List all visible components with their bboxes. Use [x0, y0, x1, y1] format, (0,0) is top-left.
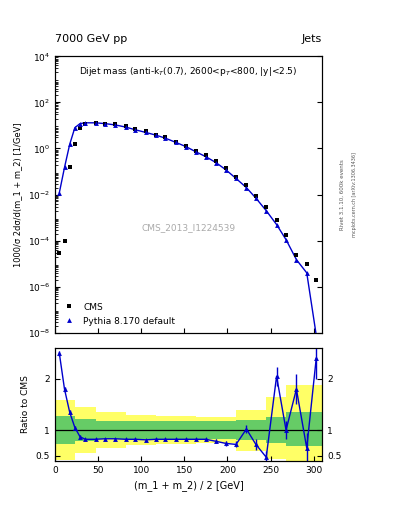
CMS	[133, 126, 138, 132]
Pythia 8.170 default	[173, 139, 178, 145]
Pythia 8.170 default	[294, 257, 299, 263]
CMS	[294, 251, 299, 258]
CMS	[93, 120, 98, 126]
CMS	[83, 121, 88, 127]
Pythia 8.170 default	[274, 222, 279, 228]
Pythia 8.170 default	[93, 120, 98, 126]
Bar	[286, 385, 322, 463]
Legend: CMS, Pythia 8.170 default: CMS, Pythia 8.170 default	[59, 300, 178, 328]
Text: CMS_2013_I1224539: CMS_2013_I1224539	[141, 223, 236, 232]
Pythia 8.170 default	[103, 120, 107, 126]
Bar	[156, 421, 196, 439]
CMS	[184, 143, 188, 149]
CMS	[57, 250, 62, 256]
CMS	[193, 147, 198, 154]
CMS	[214, 158, 219, 164]
CMS	[163, 135, 168, 141]
Bar	[156, 416, 196, 444]
CMS	[72, 141, 77, 147]
CMS	[78, 124, 83, 131]
CMS	[223, 165, 228, 171]
Bar	[196, 417, 236, 443]
Pythia 8.170 default	[214, 160, 219, 166]
Line: CMS: CMS	[57, 120, 319, 282]
Pythia 8.170 default	[163, 135, 168, 141]
CMS	[62, 238, 67, 244]
Pythia 8.170 default	[234, 176, 239, 182]
Bar	[126, 421, 156, 439]
Bar	[196, 421, 236, 439]
Pythia 8.170 default	[83, 120, 88, 126]
Y-axis label: Ratio to CMS: Ratio to CMS	[21, 375, 30, 434]
Pythia 8.170 default	[113, 122, 118, 128]
Text: Jets: Jets	[302, 33, 322, 44]
CMS	[305, 261, 309, 267]
Pythia 8.170 default	[143, 130, 148, 136]
Bar	[266, 397, 286, 459]
Pythia 8.170 default	[314, 332, 319, 338]
Text: 7000 GeV pp: 7000 GeV pp	[55, 33, 127, 44]
Pythia 8.170 default	[184, 143, 188, 150]
Pythia 8.170 default	[284, 237, 288, 243]
Pythia 8.170 default	[253, 195, 258, 201]
CMS	[284, 232, 288, 238]
Pythia 8.170 default	[57, 189, 62, 196]
CMS	[244, 182, 249, 188]
Y-axis label: 1000/σ 2dσ/d(m_1 + m_2) [1/GeV]: 1000/σ 2dσ/d(m_1 + m_2) [1/GeV]	[13, 122, 22, 267]
Pythia 8.170 default	[133, 126, 138, 133]
CMS	[274, 217, 279, 223]
Bar	[266, 417, 286, 443]
CMS	[173, 138, 178, 144]
CMS	[264, 204, 268, 210]
Pythia 8.170 default	[67, 141, 72, 147]
Bar	[95, 412, 126, 448]
Text: Dijet mass (anti-k$_T$(0.7), 2600<p$_T$<800, |y|<2.5): Dijet mass (anti-k$_T$(0.7), 2600<p$_T$<…	[79, 65, 298, 78]
Pythia 8.170 default	[154, 132, 158, 138]
Bar	[236, 420, 266, 440]
Bar	[55, 400, 75, 460]
Bar	[75, 407, 95, 453]
Pythia 8.170 default	[193, 148, 198, 155]
Text: mcplots.cern.ch [arXiv:1306.3436]: mcplots.cern.ch [arXiv:1306.3436]	[352, 152, 357, 237]
X-axis label: (m_1 + m_2) / 2 [GeV]: (m_1 + m_2) / 2 [GeV]	[134, 480, 244, 491]
Pythia 8.170 default	[305, 270, 309, 276]
Bar	[95, 421, 126, 439]
CMS	[204, 153, 208, 159]
Pythia 8.170 default	[78, 120, 83, 126]
CMS	[234, 174, 239, 180]
Pythia 8.170 default	[204, 154, 208, 160]
CMS	[67, 164, 72, 170]
CMS	[253, 193, 258, 199]
CMS	[143, 129, 148, 135]
Bar	[55, 416, 75, 444]
CMS	[103, 120, 107, 126]
Pythia 8.170 default	[123, 124, 128, 130]
Bar	[286, 412, 322, 446]
Text: Rivet 3.1.10, 600k events: Rivet 3.1.10, 600k events	[340, 159, 345, 230]
Line: Pythia 8.170 default: Pythia 8.170 default	[57, 120, 319, 337]
Bar	[126, 415, 156, 445]
Pythia 8.170 default	[223, 166, 228, 173]
Bar	[236, 410, 266, 451]
Bar	[75, 419, 95, 441]
Pythia 8.170 default	[244, 184, 249, 190]
CMS	[123, 123, 128, 130]
CMS	[314, 276, 319, 283]
CMS	[154, 132, 158, 138]
CMS	[113, 121, 118, 127]
Pythia 8.170 default	[72, 124, 77, 131]
Pythia 8.170 default	[264, 207, 268, 214]
Pythia 8.170 default	[62, 164, 67, 170]
